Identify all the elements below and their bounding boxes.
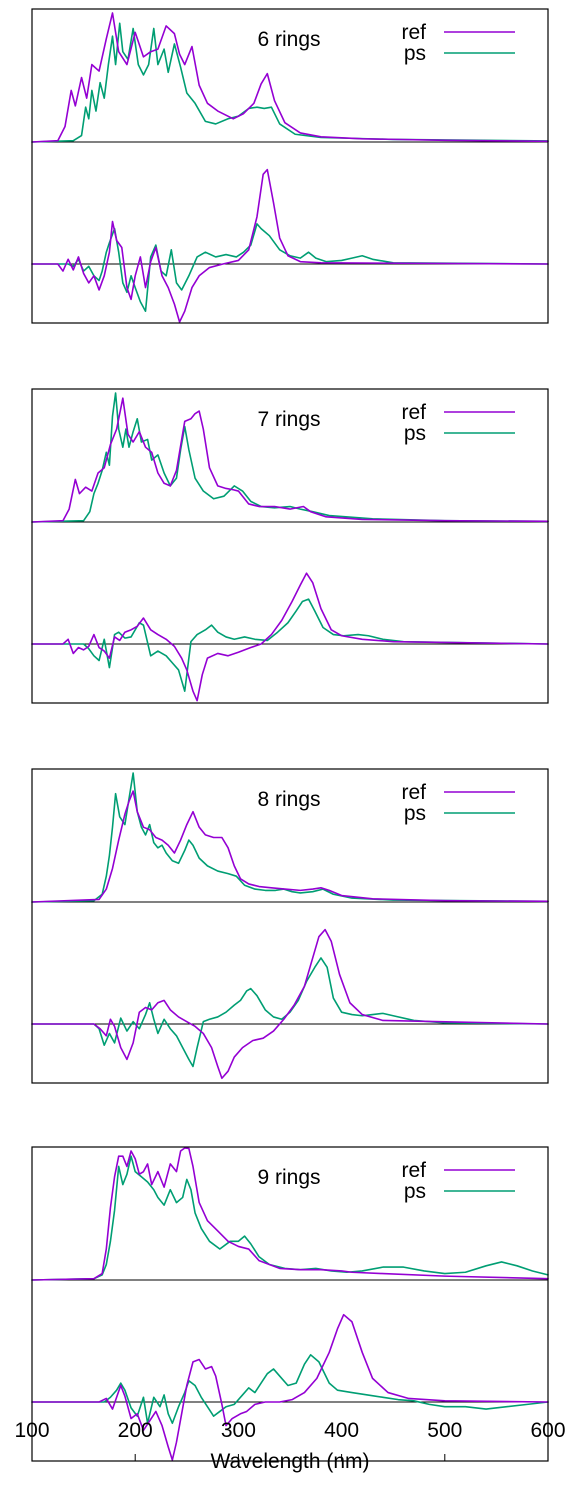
legend-label-ref: ref xyxy=(401,781,426,804)
absorption-series-ref xyxy=(31,790,549,903)
ecd-series-ps xyxy=(31,223,549,312)
legend-label-ps: ps xyxy=(404,802,426,825)
absorption-series-ref xyxy=(31,12,549,143)
legend-label-ref: ref xyxy=(401,1159,426,1182)
panel-title: 7 rings xyxy=(257,408,320,431)
ecd-series-ref xyxy=(31,572,549,702)
panel-title: 6 rings xyxy=(257,28,320,51)
ecd-series-ps xyxy=(31,1354,549,1425)
x-tick-label: 400 xyxy=(324,1419,359,1442)
x-tick-label: 600 xyxy=(530,1419,565,1442)
legend-label-ref: ref xyxy=(401,401,426,424)
legend-label-ps: ps xyxy=(404,422,426,445)
panel-frame xyxy=(31,388,549,704)
ecd-series-ref xyxy=(31,168,549,323)
panel-title: 9 rings xyxy=(257,1166,320,1189)
x-axis-label: Wavelength (nm) xyxy=(210,1450,369,1473)
absorption-series-ref xyxy=(31,1147,549,1281)
legend-label-ps: ps xyxy=(404,42,426,65)
panel-frame xyxy=(31,768,549,1084)
x-tick-label: 500 xyxy=(427,1419,462,1442)
panel-frame xyxy=(31,8,549,324)
ecd-series-ref xyxy=(31,928,549,1080)
ecd-series-ref xyxy=(31,1313,549,1461)
panel-frame xyxy=(31,1146,549,1462)
x-tick-label: 100 xyxy=(14,1419,49,1442)
ecd-series-ps xyxy=(31,598,549,692)
absorption-series-ps xyxy=(31,22,549,143)
x-tick-label: 200 xyxy=(118,1419,153,1442)
absorption-series-ref xyxy=(31,397,549,523)
absorption-series-ps xyxy=(31,772,549,903)
ecd-series-ps xyxy=(31,957,549,1068)
x-tick-label: 300 xyxy=(221,1419,256,1442)
legend-label-ps: ps xyxy=(404,1180,426,1203)
panel-title: 8 rings xyxy=(257,788,320,811)
legend-label-ref: ref xyxy=(401,21,426,44)
absorption-series-ps xyxy=(31,1155,549,1281)
